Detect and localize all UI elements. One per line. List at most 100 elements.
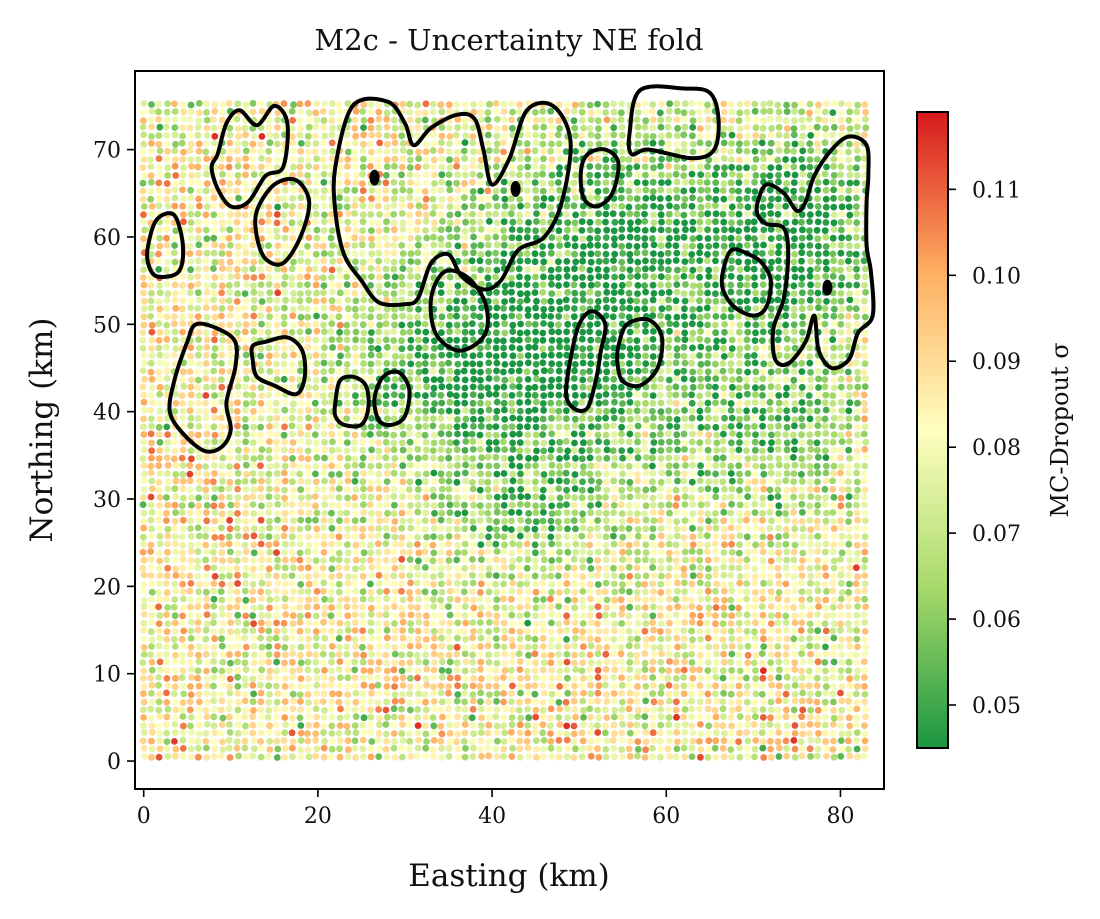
- scatter-point: [437, 101, 445, 109]
- scatter-point: [188, 430, 195, 438]
- scatter-point: [431, 509, 438, 517]
- scatter-point: [470, 675, 477, 682]
- scatter-point: [343, 643, 351, 651]
- scatter-point: [548, 610, 555, 618]
- scatter-point: [383, 115, 390, 123]
- scatter-point: [594, 571, 602, 579]
- scatter-point: [272, 399, 280, 407]
- scatter-point: [218, 493, 225, 501]
- scatter-point: [383, 218, 390, 226]
- scatter-point: [148, 328, 156, 336]
- scatter-point: [219, 714, 227, 722]
- scatter-point: [516, 391, 523, 398]
- scatter-point: [367, 628, 375, 635]
- scatter-point: [548, 636, 556, 643]
- scatter-point: [156, 282, 163, 289]
- scatter-point: [484, 140, 492, 147]
- scatter-point: [156, 737, 164, 744]
- scatter-point: [492, 713, 500, 720]
- scatter-point: [140, 423, 147, 431]
- scatter-point: [500, 753, 508, 760]
- scatter-point: [368, 572, 376, 579]
- scatter-point: [297, 698, 304, 705]
- scatter-point: [493, 626, 500, 634]
- scatter-point: [445, 753, 453, 760]
- scatter-point: [170, 603, 178, 611]
- scatter-point: [413, 752, 421, 760]
- scatter-point: [250, 328, 258, 335]
- scatter-point: [431, 634, 438, 642]
- scatter-point: [180, 438, 188, 446]
- scatter-point: [288, 265, 296, 273]
- scatter-point: [313, 603, 321, 611]
- scatter-point: [250, 565, 257, 573]
- scatter-point: [156, 572, 164, 579]
- scatter-point: [194, 469, 202, 477]
- scatter-point: [603, 658, 611, 666]
- scatter-point: [180, 148, 187, 156]
- scatter-point: [336, 203, 343, 211]
- scatter-point: [524, 274, 531, 282]
- scatter-point: [414, 486, 422, 493]
- scatter-point: [305, 509, 313, 517]
- scatter-point: [281, 659, 288, 667]
- scatter-point: [390, 493, 398, 500]
- scatter-point: [163, 329, 171, 336]
- scatter-point: [343, 509, 351, 517]
- scatter-point: [391, 477, 399, 485]
- scatter-point: [171, 408, 179, 415]
- scatter-point: [547, 651, 555, 659]
- scatter-point: [320, 557, 327, 564]
- scatter-point: [516, 753, 524, 761]
- scatter-point: [462, 360, 470, 368]
- scatter-point: [289, 690, 297, 698]
- scatter-point: [359, 235, 366, 242]
- scatter-point: [525, 714, 532, 722]
- scatter-point: [282, 250, 289, 258]
- scatter-point: [336, 714, 344, 722]
- scatter-point: [352, 258, 359, 265]
- scatter-point: [156, 745, 164, 752]
- scatter-point: [516, 729, 524, 737]
- scatter-point: [469, 194, 477, 202]
- scatter-point: [586, 454, 594, 462]
- scatter-point: [563, 423, 571, 431]
- scatter-point: [501, 416, 509, 423]
- scatter-point: [140, 156, 148, 164]
- scatter-point: [219, 234, 227, 242]
- scatter-point: [352, 312, 360, 320]
- scatter-point: [470, 101, 477, 108]
- scatter-point: [555, 423, 563, 431]
- scatter-point: [203, 297, 211, 305]
- scatter-point: [382, 524, 390, 532]
- scatter-point: [241, 627, 249, 635]
- scatter-point: [195, 399, 202, 407]
- scatter-point: [571, 101, 579, 109]
- scatter-point: [195, 612, 203, 620]
- scatter-point: [210, 194, 218, 202]
- scatter-point: [375, 234, 382, 242]
- scatter-point: [172, 140, 179, 148]
- scatter-point: [570, 375, 578, 382]
- scatter-point: [571, 219, 579, 227]
- scatter-point: [320, 682, 328, 689]
- scatter-point: [376, 721, 383, 729]
- scatter-point: [454, 416, 461, 423]
- scatter-point: [249, 501, 257, 508]
- scatter-point: [398, 399, 406, 407]
- scatter-point: [360, 485, 367, 493]
- scatter-point: [523, 667, 531, 675]
- scatter-point: [266, 517, 273, 525]
- scatter-point: [563, 486, 570, 494]
- scatter-point: [594, 556, 602, 564]
- scatter-point: [273, 438, 280, 446]
- scatter-point: [540, 123, 548, 131]
- scatter-point: [594, 266, 602, 273]
- scatter-point: [282, 580, 289, 588]
- scatter-point: [461, 525, 468, 533]
- scatter-point: [312, 541, 320, 549]
- scatter-point: [382, 171, 390, 179]
- scatter-point: [586, 744, 594, 752]
- scatter-point: [390, 446, 398, 454]
- scatter-point: [446, 233, 454, 241]
